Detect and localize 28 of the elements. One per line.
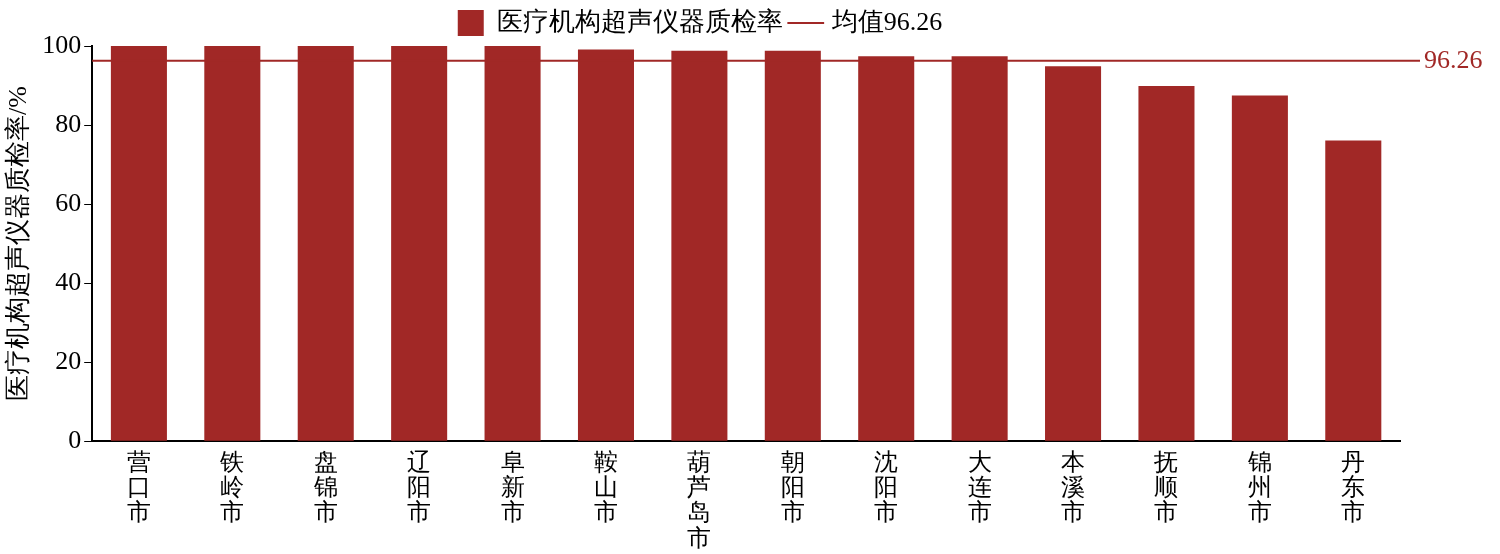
y-tick-label: 100 — [42, 29, 82, 59]
y-tick-label: 0 — [68, 425, 82, 455]
x-tick-label: 本溪市 — [1061, 449, 1086, 526]
legend-label: 均值96.26 — [830, 6, 943, 36]
bar — [1325, 140, 1382, 441]
y-tick-label: 60 — [55, 187, 82, 217]
legend-label: 医疗机构超声仪器质检率 — [496, 6, 783, 36]
x-tick-label: 铁岭市 — [219, 449, 245, 526]
x-tick-label: 锦州市 — [1246, 449, 1272, 526]
x-tick-label: 辽阳市 — [407, 449, 432, 526]
bar — [1045, 66, 1102, 441]
y-axis-title: 医疗机构超声仪器质检率/% — [3, 86, 33, 402]
x-tick-label: 朝阳市 — [780, 449, 805, 526]
x-tick-label: 丹东市 — [1341, 449, 1366, 526]
text: 96.26 — [1424, 44, 1483, 74]
x-tick-label: 葫芦岛市 — [687, 449, 712, 551]
bar — [1231, 95, 1288, 441]
y-tick-label: 80 — [55, 108, 82, 138]
x-tick-label: 抚顺市 — [1153, 449, 1179, 526]
x-tick-label: 大连市 — [967, 449, 992, 526]
x-tick-label: 鞍山市 — [593, 449, 618, 526]
y-tick-label: 20 — [55, 345, 82, 375]
x-tick-label: 盘锦市 — [312, 449, 338, 526]
x-tick-label: 营口市 — [126, 449, 151, 526]
x-tick-label: 阜新市 — [500, 449, 525, 526]
x-tick-label: 沈阳市 — [874, 449, 899, 526]
bar — [1138, 85, 1195, 441]
y-tick-label: 40 — [55, 266, 82, 296]
